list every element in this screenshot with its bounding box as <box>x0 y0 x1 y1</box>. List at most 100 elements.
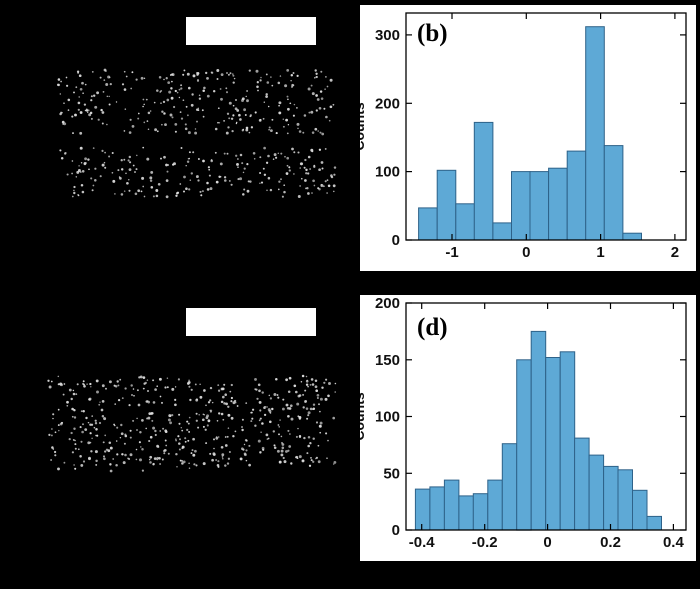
particle-dot <box>179 459 182 462</box>
particle-dot <box>124 453 127 457</box>
particle-dot <box>116 380 119 383</box>
particle-dot <box>182 73 185 76</box>
particle-dot <box>152 379 155 382</box>
particle-dot <box>161 458 164 461</box>
particle-dot <box>288 166 291 169</box>
particle-dot <box>70 431 73 435</box>
particle-dot <box>128 168 132 172</box>
particle-dot <box>186 420 189 423</box>
particle-dot <box>209 399 212 402</box>
histogram-bar <box>501 443 518 531</box>
particle-dot <box>237 166 239 168</box>
particle-dot <box>79 87 83 91</box>
particle-dot <box>86 111 89 114</box>
particle-dot <box>148 439 151 443</box>
particle-dot <box>227 405 230 408</box>
particle-dot <box>263 101 266 103</box>
particle-dot <box>279 75 282 77</box>
particle-dot <box>88 457 91 461</box>
particle-dot <box>202 413 205 416</box>
particle-dot <box>111 171 114 174</box>
particle-dot <box>324 180 327 183</box>
particle-dot <box>287 429 290 432</box>
particle-dot <box>120 159 123 162</box>
particle-dot <box>225 91 229 94</box>
particle-dot <box>158 76 162 79</box>
particle-dot <box>199 190 202 193</box>
particle-dot <box>98 403 101 406</box>
particle-dot <box>277 188 280 191</box>
particle-dot <box>225 402 228 406</box>
histogram-bar <box>418 207 438 241</box>
particle-dot <box>59 382 63 386</box>
particle-dot <box>77 194 80 197</box>
particle-dot <box>272 158 275 160</box>
particle-dot <box>324 88 326 90</box>
particle-dot <box>143 103 145 106</box>
particle-dot <box>147 111 151 115</box>
particle-dot <box>181 445 185 449</box>
x-tick-label: 0.4 <box>663 534 685 551</box>
particle-dot <box>78 74 82 78</box>
particle-dot <box>267 176 271 180</box>
particle-dot <box>128 189 131 192</box>
particle-dot <box>310 378 314 381</box>
particle-dot <box>80 161 83 164</box>
particle-dot <box>297 427 299 430</box>
particle-dot <box>128 403 131 407</box>
particle-dot <box>230 117 234 120</box>
particle-dot <box>207 166 210 169</box>
particle-dot <box>78 96 80 98</box>
particle-dot <box>48 385 52 389</box>
particle-dot <box>154 128 158 132</box>
particle-dot <box>301 459 305 462</box>
particle-dot <box>194 131 198 135</box>
particle-dot <box>275 132 278 135</box>
particle-dot <box>76 383 79 386</box>
particle-dot <box>211 458 214 462</box>
particle-dot <box>284 155 286 158</box>
particle-dot <box>61 120 65 124</box>
particle-dot <box>164 123 167 127</box>
particle-dot <box>254 111 257 114</box>
particle-dot <box>311 92 315 96</box>
y-tick-label: 50 <box>383 465 400 482</box>
particle-dot <box>128 131 132 134</box>
particle-dot <box>305 407 309 410</box>
particle-dot <box>151 419 154 422</box>
particle-dot <box>183 69 186 72</box>
particle-dot <box>295 455 299 459</box>
particle-dot <box>199 395 203 399</box>
particle-dot <box>282 125 285 128</box>
particle-dot <box>123 130 126 132</box>
particle-dot <box>288 376 292 380</box>
particle-dot <box>71 415 74 418</box>
particle-dot <box>175 439 177 442</box>
particle-dot <box>149 461 152 464</box>
particle-dot <box>265 161 269 164</box>
particle-dot <box>223 383 226 386</box>
particle-dot <box>260 181 264 184</box>
particle-dot <box>91 71 94 73</box>
particle-dot <box>262 167 265 170</box>
particle-dot <box>295 435 298 438</box>
particle-dot <box>249 180 252 183</box>
particle-dot <box>66 404 69 407</box>
particle-dot <box>60 80 62 83</box>
particle-dot <box>164 439 167 442</box>
particle-dot <box>188 416 191 419</box>
particle-dot <box>165 444 168 447</box>
particle-dot <box>195 412 198 415</box>
particle-dot <box>220 445 224 449</box>
particle-dot <box>217 436 220 438</box>
particle-dot <box>152 401 156 404</box>
particle-dot <box>219 88 222 90</box>
particle-dot <box>62 393 65 396</box>
particle-dot <box>187 131 191 135</box>
particle-dot <box>227 413 231 417</box>
particle-dot <box>101 400 105 403</box>
particle-dot <box>190 388 193 391</box>
particle-dot <box>324 147 327 150</box>
particle-dot <box>216 420 219 422</box>
particle-dot <box>215 180 219 184</box>
